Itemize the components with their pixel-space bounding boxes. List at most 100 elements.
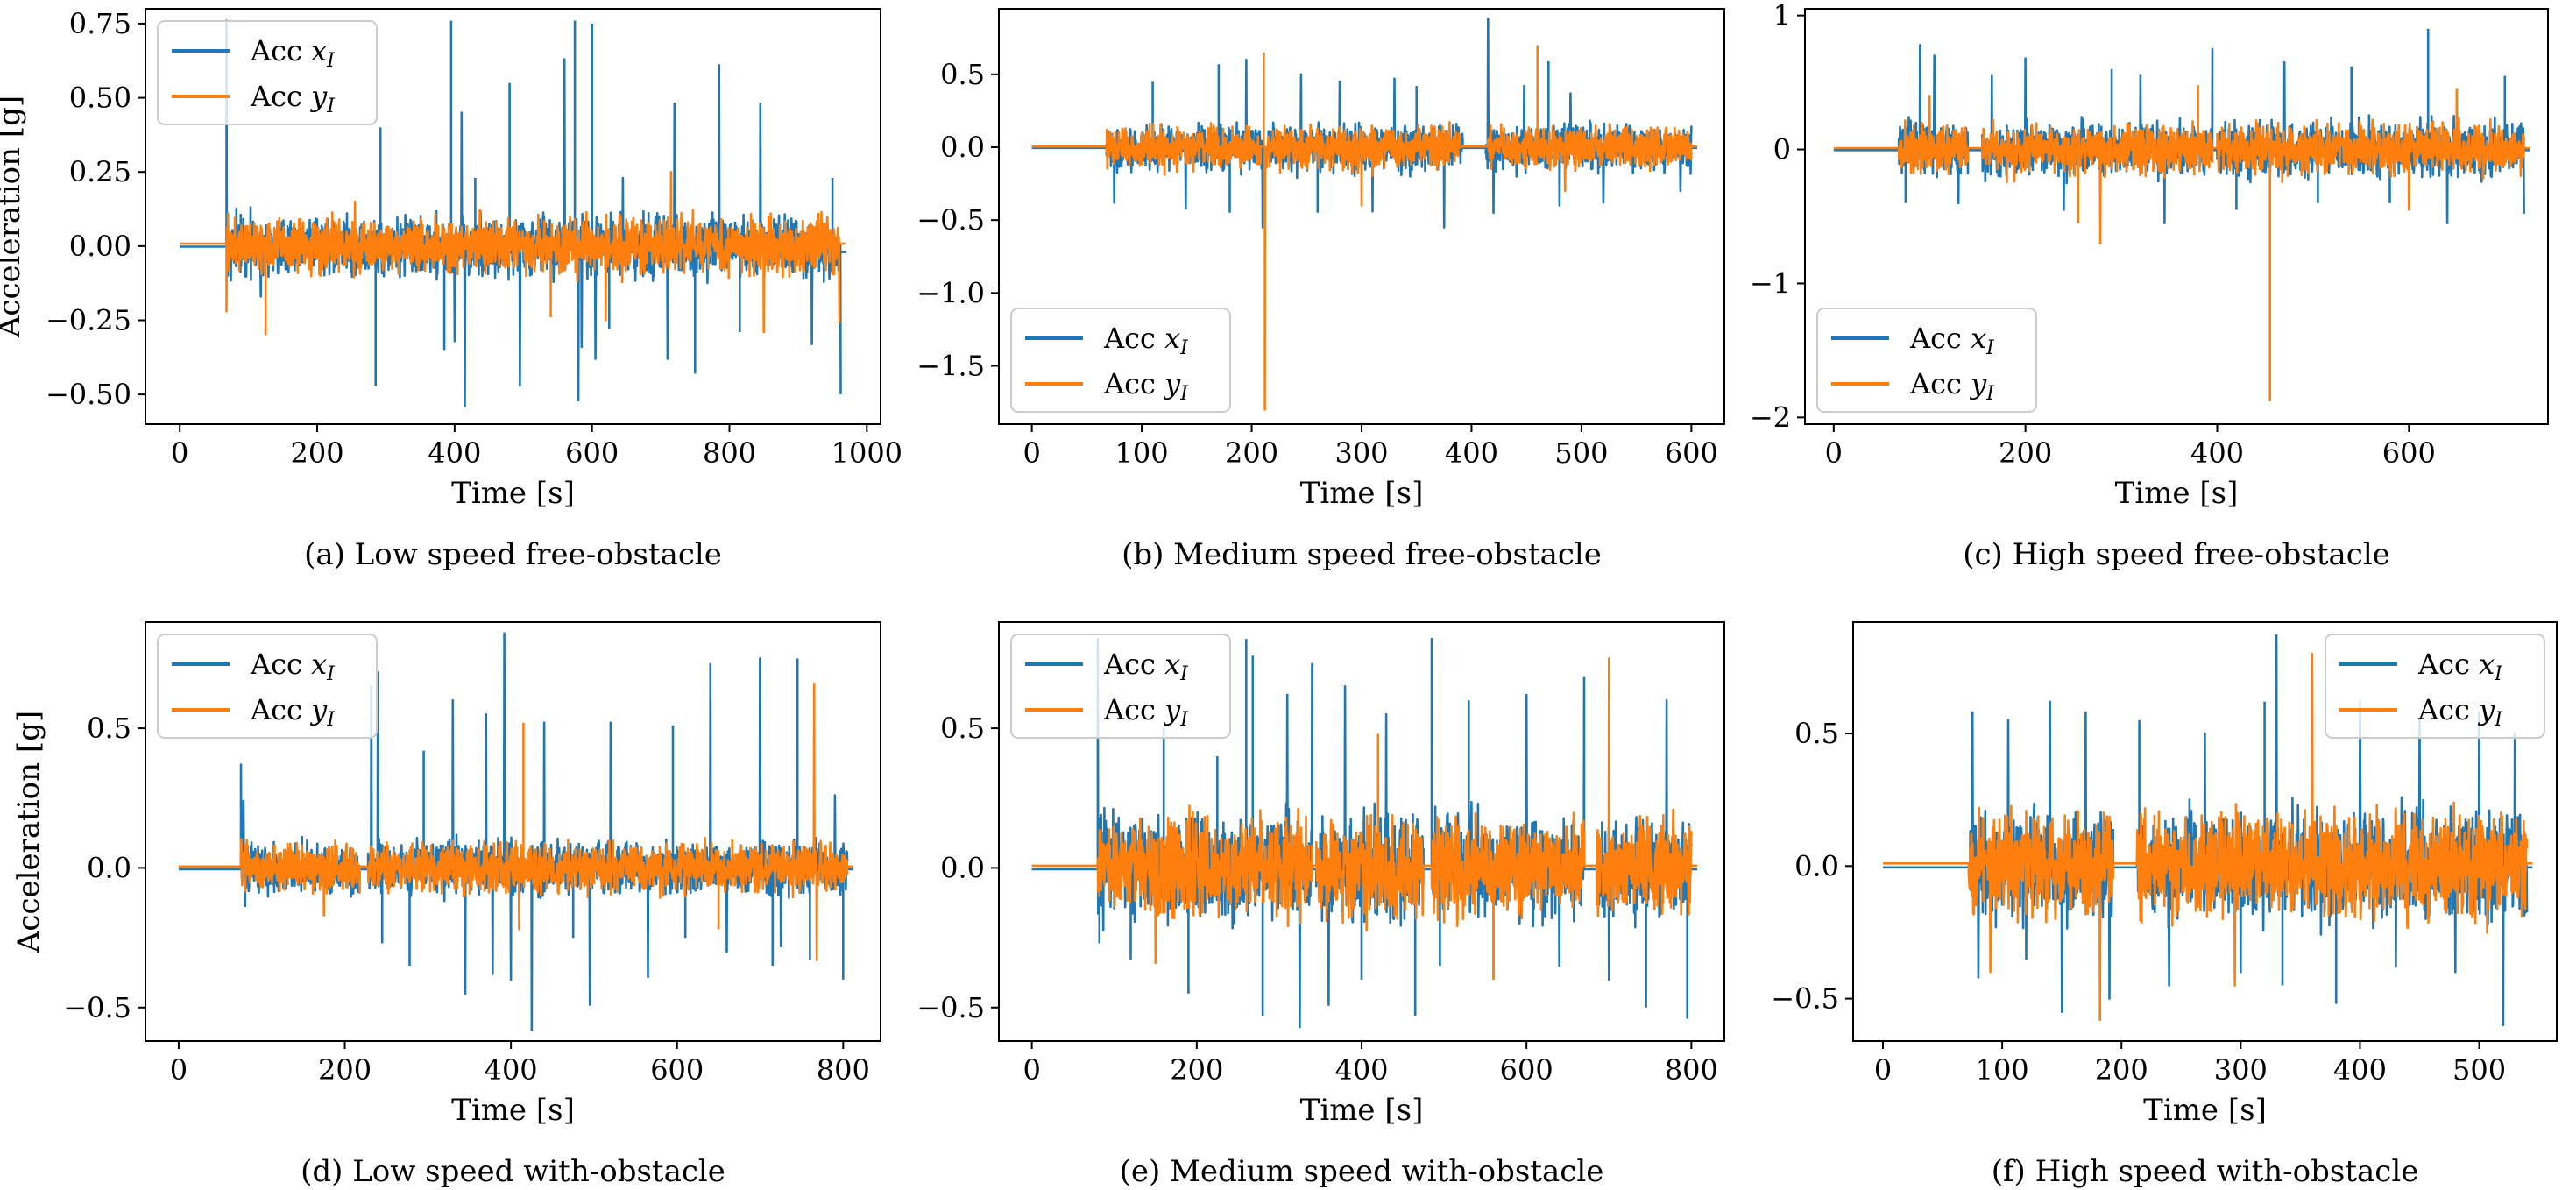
- legend-label: Acc yI: [250, 80, 336, 117]
- legend-box: [1010, 308, 1231, 413]
- y-tick-label: 0.0: [87, 851, 131, 884]
- chart-panel-6: 0 100 200 300 400 500 −0.5 0.0 0.5 Time [s] (f) Hi…: [1771, 621, 2558, 1189]
- legend-label: Acc xI: [1909, 322, 1995, 359]
- legend-box: [157, 20, 378, 125]
- x-axis-label: Time [s]: [2115, 476, 2239, 511]
- subfigure-caption: (a) Low speed free-obstacle: [304, 537, 722, 572]
- x-tick-label: 400: [428, 436, 481, 470]
- x-tick-label: 400: [1334, 1053, 1388, 1087]
- series-line-x: [1031, 18, 1697, 229]
- x-tick-label: 100: [1976, 1053, 2029, 1087]
- y-axis-label: Acceleration [g]: [0, 96, 27, 338]
- x-tick-label: 100: [1115, 436, 1169, 470]
- chart-panel-1: 0 200 400 600 800 1000 −0.50 −0.25 0.00 0.25 0.50 0…: [0, 7, 902, 572]
- x-tick-label: 800: [703, 436, 756, 470]
- y-tick-label: 0.00: [69, 230, 131, 263]
- y-tick-label: 0.5: [1794, 717, 1839, 750]
- x-tick-label: 400: [2190, 436, 2244, 470]
- subfigure-caption: (d) Low speed with-obstacle: [301, 1154, 725, 1189]
- series-line-y: [180, 170, 846, 336]
- y-tick-label: −0.50: [46, 378, 131, 411]
- y-tick-label: −1.5: [916, 349, 985, 382]
- subfigure-caption: (c) High speed free-obstacle: [1963, 537, 2390, 572]
- x-tick-label: 600: [1665, 436, 1718, 470]
- x-tick-label: 300: [2214, 1053, 2268, 1087]
- x-tick-label: 0: [1023, 1053, 1040, 1087]
- x-tick-label: 1000: [832, 436, 902, 470]
- x-tick-label: 400: [485, 1053, 538, 1087]
- x-tick-label: 600: [650, 1053, 704, 1087]
- x-tick-label: 400: [2333, 1053, 2387, 1087]
- legend-label: Acc xI: [1103, 648, 1189, 685]
- y-tick-label: −1.0: [916, 276, 985, 309]
- y-tick-label: −1: [1750, 266, 1791, 300]
- chart-panel-3: 0 200 400 600 −2 −1 0 1 Time [s] (c) High speed f…: [1750, 0, 2549, 572]
- y-tick-label: 0.5: [940, 58, 985, 91]
- y-tick-label: 0.0: [1794, 849, 1839, 882]
- x-axis-label: Time [s]: [1300, 1093, 1424, 1128]
- y-tick-label: 0.75: [69, 7, 131, 40]
- legend-label: Acc xI: [250, 34, 336, 72]
- x-tick-label: 400: [1445, 436, 1498, 470]
- legend-box: [1816, 308, 2037, 413]
- legend: Acc xI Acc yI: [2325, 634, 2545, 739]
- x-tick-label: 500: [1554, 436, 1608, 470]
- x-tick-label: 200: [2095, 1053, 2148, 1087]
- y-tick-label: −0.25: [46, 304, 131, 337]
- x-tick-label: 800: [1665, 1053, 1718, 1087]
- legend-box: [1010, 634, 1231, 739]
- legend-box: [157, 634, 378, 739]
- x-tick-label: 0: [170, 1053, 188, 1087]
- y-tick-label: −0.5: [1771, 982, 1839, 1016]
- x-axis-label: Time [s]: [451, 476, 575, 511]
- y-tick-label: −0.5: [63, 991, 131, 1024]
- series-line-y: [1031, 657, 1697, 980]
- legend-label: Acc xI: [2417, 648, 2503, 685]
- legend: Acc xI Acc yI: [1816, 308, 2037, 413]
- x-tick-label: 600: [2382, 436, 2436, 470]
- x-tick-label: 0: [1023, 436, 1040, 470]
- x-tick-label: 600: [1500, 1053, 1553, 1087]
- plot-frame: [1804, 8, 2549, 425]
- legend: Acc xI Acc yI: [1010, 308, 1231, 413]
- legend-label: Acc yI: [1103, 367, 1189, 405]
- plot-frame: [1852, 621, 2558, 1042]
- y-tick-label: 0.25: [69, 155, 131, 188]
- legend: Acc xI Acc yI: [157, 20, 378, 125]
- y-tick-label: 0.5: [87, 712, 131, 745]
- x-tick-label: 200: [1999, 436, 2052, 470]
- x-tick-label: 0: [1825, 436, 1843, 470]
- chart-panel-4: 0 200 400 600 800 −0.5 0.0 0.5 Time [s] Accelerat…: [11, 621, 881, 1189]
- legend-label: Acc yI: [2417, 693, 2503, 731]
- subfigure-caption: (e) Medium speed with-obstacle: [1120, 1154, 1604, 1189]
- plot-frame: [145, 621, 881, 1042]
- series-line-x: [180, 19, 847, 407]
- plot-frame: [145, 8, 881, 425]
- x-tick-label: 0: [1874, 1053, 1892, 1087]
- y-tick-label: −0.5: [916, 991, 985, 1024]
- series-line-y: [1031, 45, 1697, 411]
- x-tick-label: 800: [817, 1053, 870, 1087]
- subfigure-caption: (b) Medium speed free-obstacle: [1122, 537, 1602, 572]
- chart-panel-2: 0 100 200 300 400 500 600 −1.5 −1.0 −0.5 0.0 0.5 Tim…: [916, 8, 1725, 572]
- x-tick-label: 200: [1170, 1053, 1223, 1087]
- subfigure-caption: (f) High speed with-obstacle: [1992, 1154, 2419, 1189]
- x-tick-label: 200: [1225, 436, 1278, 470]
- y-tick-label: 0.0: [940, 851, 985, 884]
- y-tick-label: 0.5: [940, 712, 985, 745]
- x-axis-label: Time [s]: [451, 1093, 575, 1128]
- legend-label: Acc xI: [1103, 322, 1189, 359]
- legend: Acc xI Acc yI: [1010, 634, 1231, 739]
- legend: Acc xI Acc yI: [157, 634, 378, 739]
- x-tick-label: 300: [1334, 436, 1388, 470]
- legend-label: Acc yI: [250, 693, 336, 731]
- y-axis-label: Acceleration [g]: [11, 711, 46, 953]
- series-line-y: [1833, 85, 2530, 401]
- legend-label: Acc xI: [250, 648, 336, 685]
- x-tick-label: 500: [2452, 1053, 2506, 1087]
- series-line-x: [1833, 28, 2530, 224]
- chart-panel-5: 0 200 400 600 800 −0.5 0.0 0.5 Time [s] (e) Mediu…: [916, 621, 1725, 1189]
- x-axis-label: Time [s]: [2143, 1093, 2267, 1128]
- y-tick-label: 0.50: [69, 81, 131, 115]
- x-tick-label: 600: [565, 436, 619, 470]
